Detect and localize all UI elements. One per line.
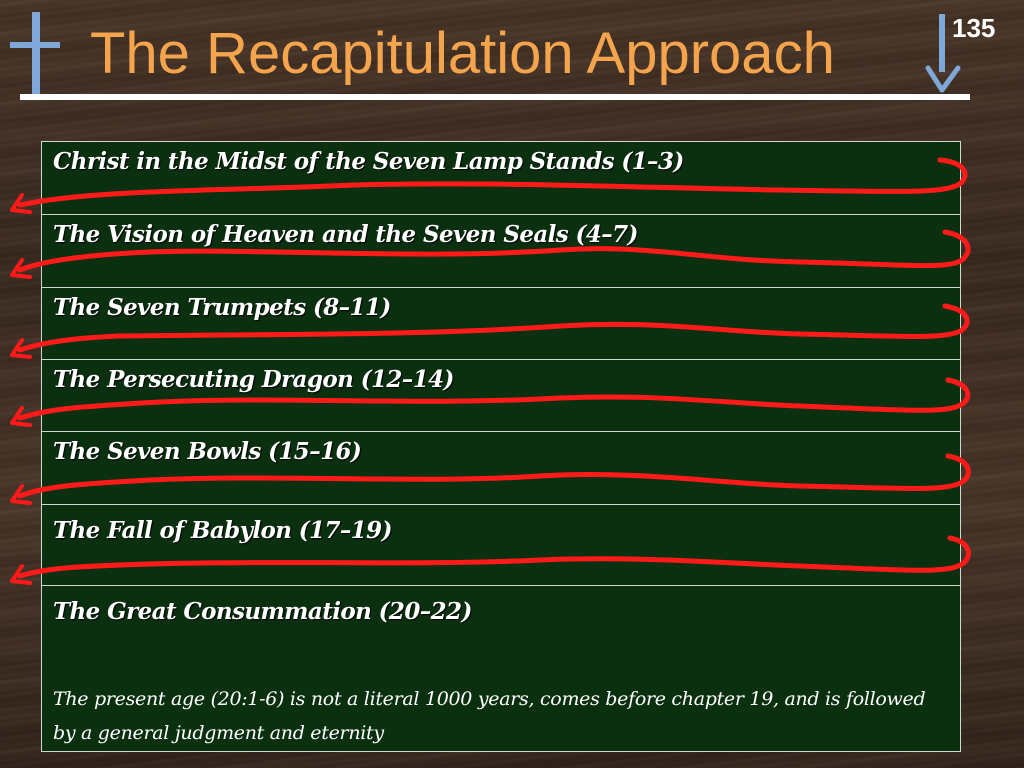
row-label: The Vision of Heaven and the Seven Seals… xyxy=(53,221,638,248)
row-label: The Seven Trumpets (8–11) xyxy=(53,294,391,321)
loop-arrowhead xyxy=(10,484,32,505)
loop-arrowhead xyxy=(10,258,32,279)
cross-icon xyxy=(10,12,60,94)
slide-title: The Recapitulation Approach xyxy=(90,21,835,86)
slide-number: 135 xyxy=(952,13,996,43)
loop-arrowhead xyxy=(10,338,32,359)
table-row: The Vision of Heaven and the Seven Seals… xyxy=(42,215,960,288)
recapitulation-table: Christ in the Midst of the Seven Lamp St… xyxy=(41,141,961,752)
table-row: Christ in the Midst of the Seven Lamp St… xyxy=(42,142,960,215)
table-row: The Persecuting Dragon (12–14) xyxy=(42,360,960,432)
row-label: The Fall of Babylon (17–19) xyxy=(53,517,392,544)
row-label: The Great Consummation (20–22) xyxy=(53,598,472,625)
table-row: The Great Consummation (20–22) The prese… xyxy=(42,586,960,751)
row-note: The present age (20:1-6) is not a litera… xyxy=(53,688,926,744)
row-label: The Seven Bowls (15–16) xyxy=(53,438,362,465)
table-row: The Seven Trumpets (8–11) xyxy=(42,288,960,360)
table-row: The Seven Bowls (15–16) xyxy=(42,432,960,505)
row-label: The Persecuting Dragon (12–14) xyxy=(53,366,454,393)
down-arrow-icon xyxy=(925,14,961,93)
loop-arrowhead xyxy=(10,193,32,214)
loop-arrowhead xyxy=(10,406,32,427)
table-row: The Fall of Babylon (17–19) xyxy=(42,505,960,586)
loop-arrowhead xyxy=(10,564,32,585)
row-label: Christ in the Midst of the Seven Lamp St… xyxy=(53,148,684,175)
title-divider xyxy=(20,94,970,100)
